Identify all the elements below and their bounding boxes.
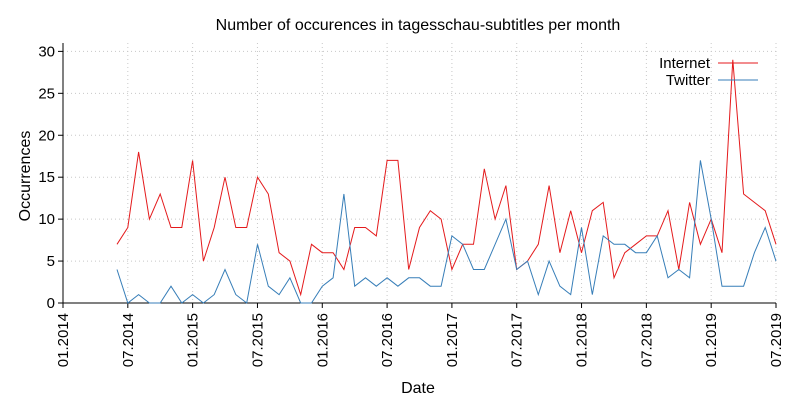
x-tick-label: 01.2015 bbox=[185, 313, 202, 367]
x-tick-label: 07.2014 bbox=[120, 313, 137, 367]
y-axis-label: Occurrences bbox=[17, 131, 34, 222]
y-axis: 0 5 10 15 20 25 30 bbox=[38, 43, 64, 312]
x-tick-label: 01.2016 bbox=[314, 313, 331, 367]
y-tick-label: 30 bbox=[38, 43, 55, 60]
x-tick-label: 07.2017 bbox=[509, 313, 526, 367]
series-internet bbox=[116, 59, 777, 297]
x-tick-label: 07.2015 bbox=[249, 313, 266, 367]
series-lines bbox=[116, 59, 777, 304]
legend-label-internet: Internet bbox=[659, 55, 711, 72]
x-tick-label: 07.2019 bbox=[768, 313, 785, 367]
x-axis-label: Date bbox=[401, 380, 435, 397]
x-tick-label: 07.2018 bbox=[638, 313, 655, 367]
series-twitter bbox=[116, 160, 777, 304]
x-axis: 01.2014 07.2014 01.2015 07.2015 01.2016 07.20… bbox=[55, 302, 785, 367]
y-tick-label: 0 bbox=[47, 295, 55, 312]
chart-title: Number of occurences in tagesschau-subti… bbox=[216, 17, 621, 34]
y-tick-label: 25 bbox=[38, 85, 55, 102]
y-tick-label: 15 bbox=[38, 169, 55, 186]
series-line-twitter bbox=[116, 160, 777, 304]
x-tick-label: 07.2016 bbox=[379, 313, 396, 367]
y-tick-label: 20 bbox=[38, 127, 55, 144]
x-tick-label: 01.2017 bbox=[444, 313, 461, 367]
x-tick-label: 01.2014 bbox=[55, 313, 72, 367]
y-tick-label: 5 bbox=[47, 253, 55, 270]
series-line-internet bbox=[116, 59, 777, 297]
x-tick-label: 01.2018 bbox=[574, 313, 591, 367]
legend-label-twitter: Twitter bbox=[666, 72, 710, 89]
y-tick-label: 10 bbox=[38, 211, 55, 228]
x-tick-label: 01.2019 bbox=[703, 313, 720, 367]
